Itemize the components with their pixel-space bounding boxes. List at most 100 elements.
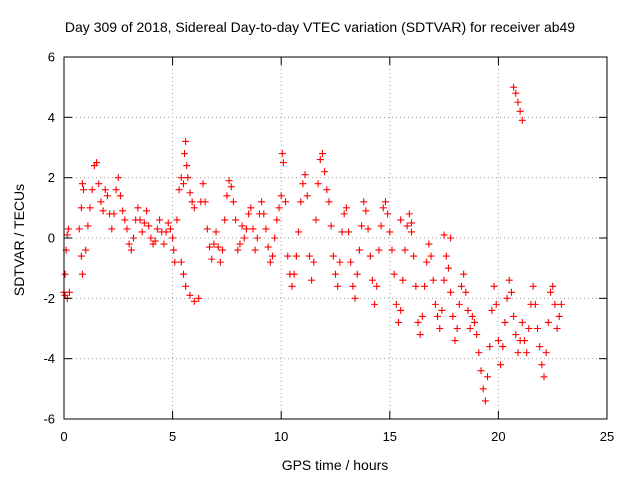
data-point (282, 198, 290, 206)
data-point (462, 288, 470, 296)
data-point (63, 231, 71, 239)
data-point (101, 186, 109, 194)
data-point (373, 282, 381, 290)
data-point (245, 210, 253, 218)
data-point (447, 288, 455, 296)
data-point (171, 258, 179, 266)
data-point (466, 325, 474, 332)
data-point (416, 331, 424, 339)
data-point (195, 294, 203, 302)
data-point (318, 150, 326, 158)
data-point (253, 234, 261, 242)
data-point (299, 180, 307, 188)
y-tick-label: -4 (43, 351, 55, 366)
data-point (364, 225, 372, 233)
x-tick-label: 0 (60, 429, 67, 444)
data-point (97, 198, 105, 206)
data-point (278, 150, 286, 158)
data-point (518, 318, 526, 326)
data-point (512, 331, 520, 339)
y-tick-label: 0 (48, 231, 55, 246)
data-point (338, 228, 346, 236)
data-point (464, 306, 472, 314)
data-point (488, 306, 496, 314)
data-point (269, 252, 277, 260)
data-point (77, 204, 85, 212)
data-point (186, 189, 194, 197)
data-point (518, 116, 526, 124)
data-point (351, 294, 359, 302)
data-point (340, 210, 348, 218)
data-point (390, 270, 398, 278)
data-point (93, 159, 101, 167)
data-point (397, 216, 405, 224)
data-point (303, 192, 311, 200)
data-point (166, 225, 174, 233)
data-point (544, 318, 552, 326)
data-point (358, 222, 366, 230)
data-point (175, 186, 183, 194)
data-point (223, 192, 231, 200)
data-point (164, 219, 172, 227)
data-point (88, 186, 96, 194)
y-tick-label: 6 (48, 50, 55, 65)
data-point (353, 270, 361, 278)
data-point (503, 294, 511, 302)
data-point (520, 337, 528, 345)
data-point (206, 243, 214, 251)
data-point (538, 361, 546, 369)
data-point (258, 198, 266, 206)
data-point (440, 231, 448, 239)
data-point (345, 228, 353, 236)
data-point (162, 228, 170, 236)
data-point (238, 222, 246, 230)
data-point (494, 337, 502, 345)
data-point (442, 252, 450, 260)
data-point (177, 174, 185, 182)
data-point (427, 252, 435, 260)
x-tick-label: 5 (169, 429, 176, 444)
data-point (251, 246, 259, 254)
data-point (292, 252, 300, 260)
data-point (401, 246, 409, 254)
data-point (392, 300, 400, 308)
data-point (379, 204, 387, 212)
data-point (510, 83, 518, 91)
data-point (262, 225, 270, 233)
data-point (208, 255, 216, 263)
data-point (481, 397, 489, 405)
data-point (234, 246, 242, 254)
data-point (384, 210, 392, 218)
data-point (408, 219, 416, 227)
data-point (145, 222, 153, 230)
data-point (414, 318, 422, 326)
y-axis-label: SDTVAR / TECUs (11, 183, 27, 297)
data-point (557, 300, 565, 308)
data-point (510, 312, 518, 320)
data-point (549, 282, 557, 290)
data-point (490, 282, 498, 290)
axis-ticks: 0 5 10 15 20 25 -6 -4 -2 0 2 4 6 (43, 50, 614, 445)
data-point (125, 240, 133, 248)
data-point (264, 243, 272, 251)
data-point (386, 228, 394, 236)
data-point (536, 343, 544, 351)
data-point (78, 270, 86, 278)
data-point (203, 225, 211, 233)
data-point (347, 258, 355, 266)
data-point (170, 246, 178, 254)
data-point (418, 312, 426, 320)
data-point (169, 234, 177, 242)
data-point (147, 234, 155, 242)
data-point (214, 243, 222, 251)
data-point (316, 156, 324, 164)
data-point (80, 186, 88, 194)
data-point (121, 216, 129, 224)
data-point (444, 264, 452, 272)
data-point (84, 222, 92, 230)
data-point (99, 207, 107, 215)
y-tick-label: -2 (43, 291, 55, 306)
data-point (484, 373, 492, 381)
data-point (64, 225, 72, 233)
data-point (514, 349, 522, 357)
